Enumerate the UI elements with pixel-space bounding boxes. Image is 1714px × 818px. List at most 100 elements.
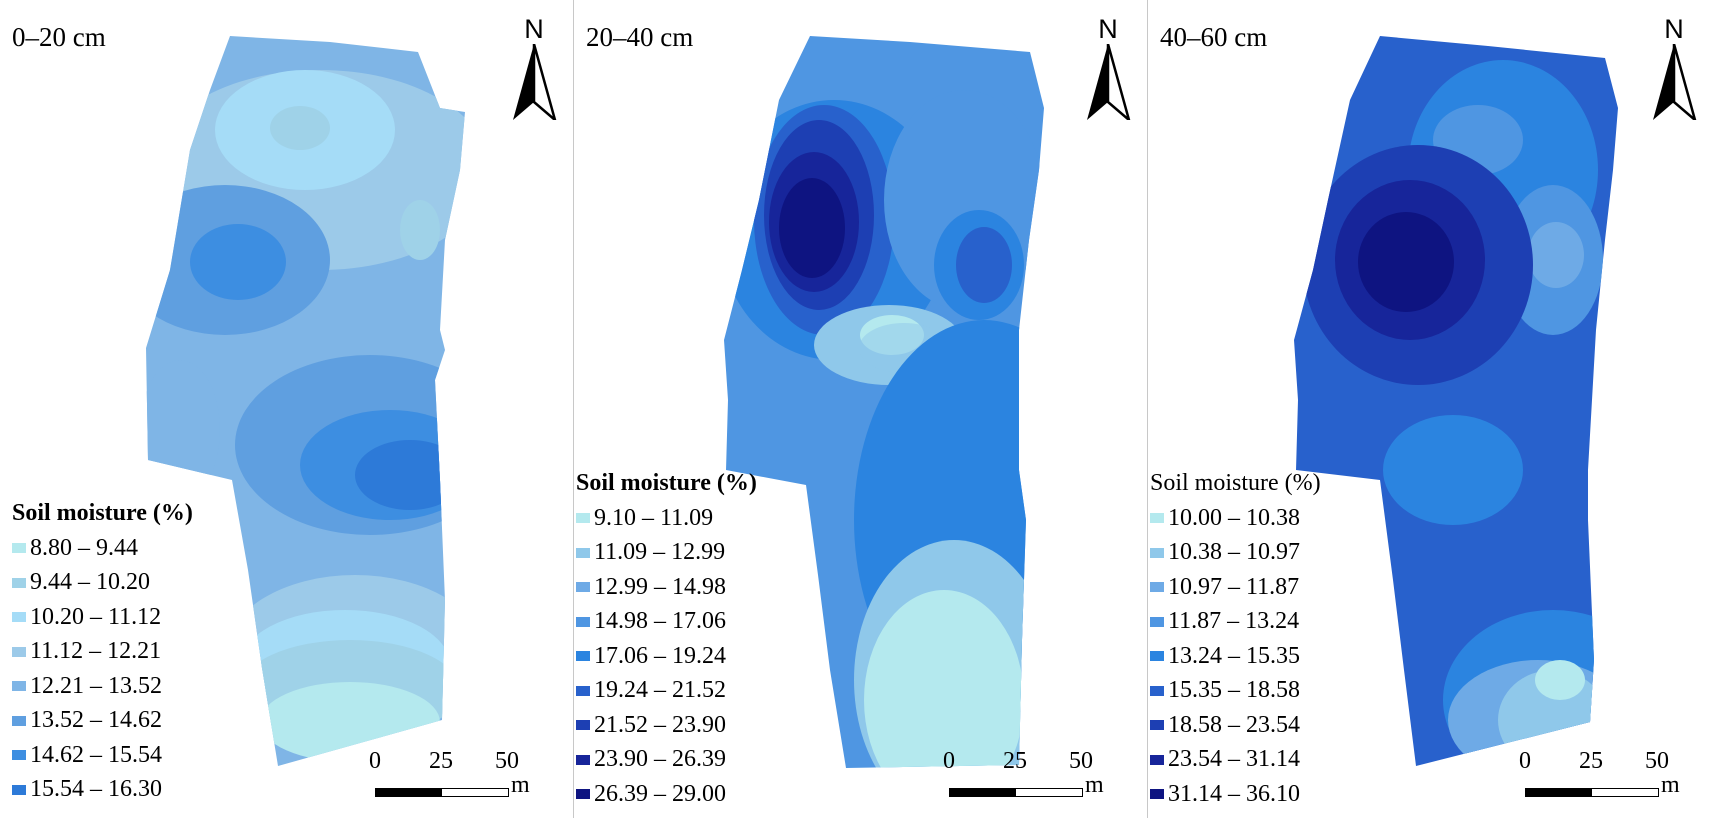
scale-bar-black [375, 788, 441, 797]
legend-label: 15.35 – 18.58 [1168, 677, 1300, 704]
scale-tick: 50 [1069, 748, 1093, 774]
legend: Soil moisture (%) 8.80 – 9.44 9.44 – 10.… [12, 500, 193, 807]
map-panel-20-40cm: 20–40 cm N Soil moisture (%) 9.10 – 11.0… [574, 0, 1148, 818]
north-arrow-icon [513, 44, 557, 120]
legend-item: 15.35 – 18.58 [1150, 674, 1321, 709]
legend-label: 26.39 – 29.00 [594, 780, 726, 807]
legend-swatch [1150, 616, 1164, 627]
legend-item: 23.54 – 31.14 [1150, 743, 1321, 778]
scale-bar-black [949, 788, 1015, 797]
scale-bar: 0 25 50 m [1519, 748, 1714, 808]
legend-swatch [1150, 789, 1164, 800]
depth-label: 0–20 cm [12, 22, 106, 52]
legend-label: 31.14 – 36.10 [1168, 780, 1300, 807]
legend-item: 21.52 – 23.90 [576, 708, 757, 743]
legend-item: 31.14 – 36.10 [1150, 777, 1321, 812]
north-label: N [1664, 14, 1684, 44]
scale-bar: 0 25 50 m [369, 748, 575, 808]
north-label: N [1098, 14, 1118, 44]
legend-item: 11.12 – 12.21 [12, 635, 193, 670]
scale-unit: m [511, 772, 530, 798]
legend-item: 14.62 – 15.54 [12, 738, 193, 773]
moisture-map-20-40cm [724, 36, 1044, 768]
scale-tick: 50 [1645, 748, 1669, 774]
legend-label: 10.20 – 11.12 [30, 603, 162, 630]
legend: Soil moisture (%) 9.10 – 11.09 11.09 – 1… [576, 470, 757, 812]
legend-swatch [576, 651, 590, 662]
legend-label: 9.10 – 11.09 [594, 504, 714, 531]
legend-swatch [1150, 720, 1164, 731]
panel-divider [1147, 0, 1148, 818]
legend-swatch [12, 543, 26, 554]
legend-item: 9.44 – 10.20 [12, 566, 193, 601]
legend-swatch [12, 750, 26, 761]
legend-item: 23.90 – 26.39 [576, 743, 757, 778]
legend-label: 13.52 – 14.62 [30, 707, 162, 734]
legend-title: Soil moisture (%) [12, 500, 193, 526]
scale-tick: 25 [1579, 748, 1603, 774]
scale-unit: m [1085, 772, 1104, 798]
north-label: N [524, 14, 544, 44]
legend-item: 12.99 – 14.98 [576, 570, 757, 605]
legend-label: 13.24 – 15.35 [1168, 642, 1300, 669]
scale-tick: 0 [369, 748, 381, 774]
legend-swatch [12, 646, 26, 657]
legend-label: 12.99 – 14.98 [594, 573, 726, 600]
legend-label: 12.21 – 13.52 [30, 672, 162, 699]
legend-item: 13.24 – 15.35 [1150, 639, 1321, 674]
legend-label: 11.87 – 13.24 [1168, 608, 1300, 635]
legend-swatch [1150, 582, 1164, 593]
legend-item: 19.24 – 21.52 [576, 674, 757, 709]
legend-label: 14.98 – 17.06 [594, 608, 726, 635]
scale-bar-white [1015, 788, 1083, 797]
legend-label: 18.58 – 23.54 [1168, 711, 1300, 738]
legend-label: 14.62 – 15.54 [30, 741, 162, 768]
north-arrow: N [1651, 14, 1697, 120]
legend-item: 10.38 – 10.97 [1150, 536, 1321, 571]
legend-swatch [576, 547, 590, 558]
scale-bar-white [1591, 788, 1659, 797]
legend-swatch [1150, 513, 1164, 524]
legend-item: 9.10 – 11.09 [576, 501, 757, 536]
legend-title: Soil moisture (%) [576, 470, 757, 496]
legend-label: 21.52 – 23.90 [594, 711, 726, 738]
legend-swatch [12, 612, 26, 623]
legend-item: 10.97 – 11.87 [1150, 570, 1321, 605]
legend-swatch [12, 784, 26, 795]
scale-tick: 0 [1519, 748, 1531, 774]
legend-item: 15.54 – 16.30 [12, 773, 193, 808]
legend-item: 14.98 – 17.06 [576, 605, 757, 640]
north-arrow: N [511, 14, 557, 120]
legend-item: 26.39 – 29.00 [576, 777, 757, 812]
map-panel-0-20cm: 0–20 cm N Soil moisture (%) 8.80 – 9.44 … [0, 0, 574, 818]
legend-swatch [12, 715, 26, 726]
legend-label: 10.38 – 10.97 [1168, 539, 1300, 566]
legend-label: 10.97 – 11.87 [1168, 573, 1300, 600]
moisture-map-40-60cm [1294, 36, 1618, 766]
legend-label: 8.80 – 9.44 [30, 534, 138, 561]
map-panel-40-60cm: 40–60 cm N Soil moisture (%) 10.00 – 10.… [1148, 0, 1714, 818]
scale-unit: m [1661, 772, 1680, 798]
legend-label: 15.54 – 16.30 [30, 776, 162, 803]
legend-item: 10.00 – 10.38 [1150, 501, 1321, 536]
legend-item: 11.09 – 12.99 [576, 536, 757, 571]
scale-bar-black [1525, 788, 1591, 797]
legend-swatch [576, 582, 590, 593]
legend-swatch [1150, 685, 1164, 696]
north-arrow: N [1085, 14, 1131, 120]
legend-swatch [12, 577, 26, 588]
legend-swatch [12, 681, 26, 692]
legend-item: 18.58 – 23.54 [1150, 708, 1321, 743]
moisture-map-0-20cm [146, 36, 465, 766]
legend-swatch [576, 513, 590, 524]
scale-bar-white [441, 788, 509, 797]
legend-label: 23.90 – 26.39 [594, 746, 726, 773]
legend-swatch [576, 720, 590, 731]
legend-swatch [1150, 547, 1164, 558]
legend-item: 11.87 – 13.24 [1150, 605, 1321, 640]
legend-item: 17.06 – 19.24 [576, 639, 757, 674]
north-arrow-icon [1087, 44, 1131, 120]
legend-swatch [1150, 651, 1164, 662]
legend-swatch [576, 685, 590, 696]
north-arrow-icon [1653, 44, 1697, 120]
